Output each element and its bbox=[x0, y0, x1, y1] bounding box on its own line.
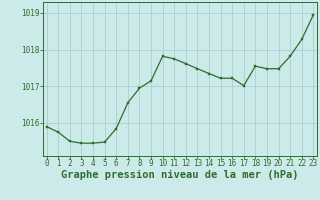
X-axis label: Graphe pression niveau de la mer (hPa): Graphe pression niveau de la mer (hPa) bbox=[61, 170, 299, 180]
